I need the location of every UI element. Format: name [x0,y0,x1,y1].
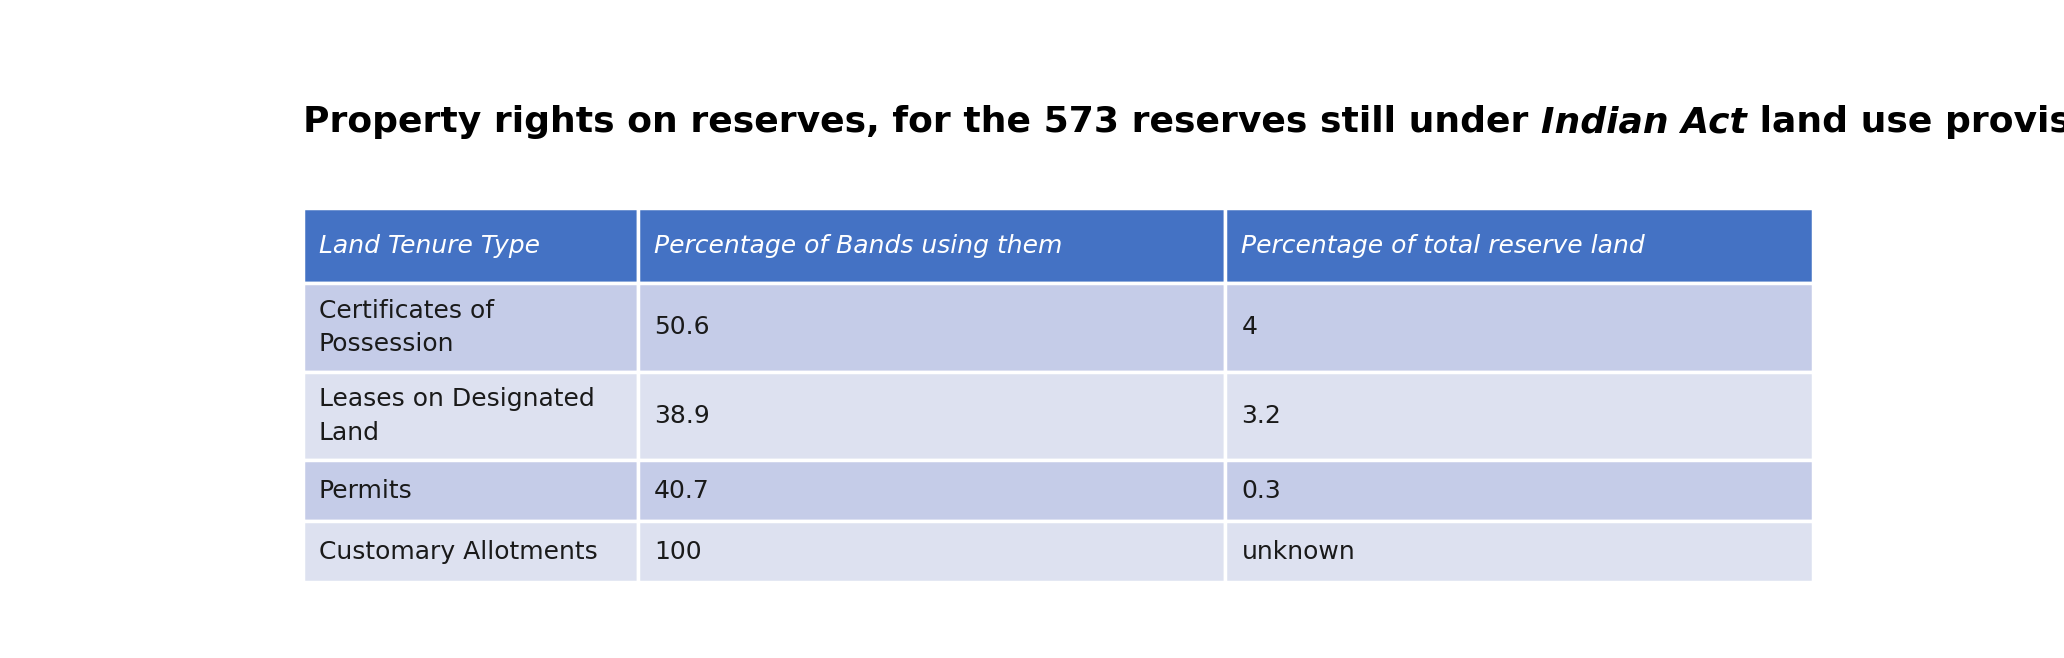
Text: Property rights on reserves, for the 573 reserves still under: Property rights on reserves, for the 573… [303,105,1542,139]
FancyBboxPatch shape [638,461,1226,521]
FancyBboxPatch shape [1226,372,1812,461]
Text: Indian Act: Indian Act [1542,105,1746,139]
FancyBboxPatch shape [303,521,638,582]
Text: Customary Allotments: Customary Allotments [318,540,599,564]
Text: 50.6: 50.6 [654,315,710,340]
Text: unknown: unknown [1240,540,1356,564]
Text: Leases on Designated
Land: Leases on Designated Land [318,388,594,445]
Text: Percentage of Bands using them: Percentage of Bands using them [654,234,1063,258]
FancyBboxPatch shape [1226,208,1812,283]
FancyBboxPatch shape [1226,521,1812,582]
Text: 38.9: 38.9 [654,404,710,428]
FancyBboxPatch shape [303,461,638,521]
Text: Permits: Permits [318,479,413,503]
FancyBboxPatch shape [638,208,1226,283]
FancyBboxPatch shape [303,208,638,283]
Text: Land Tenure Type: Land Tenure Type [318,234,541,258]
FancyBboxPatch shape [1226,283,1812,372]
FancyBboxPatch shape [638,372,1226,461]
Text: 0.3: 0.3 [1240,479,1282,503]
FancyBboxPatch shape [303,372,638,461]
Text: 3.2: 3.2 [1240,404,1282,428]
FancyBboxPatch shape [1226,461,1812,521]
Text: Percentage of total reserve land: Percentage of total reserve land [1240,234,1645,258]
Text: 4: 4 [1240,315,1257,340]
Text: 100: 100 [654,540,702,564]
Text: 40.7: 40.7 [654,479,710,503]
FancyBboxPatch shape [638,283,1226,372]
FancyBboxPatch shape [303,283,638,372]
Text: Certificates of
Possession: Certificates of Possession [318,299,493,356]
FancyBboxPatch shape [638,521,1226,582]
Text: land use provisions, 2011: land use provisions, 2011 [1746,105,2064,139]
